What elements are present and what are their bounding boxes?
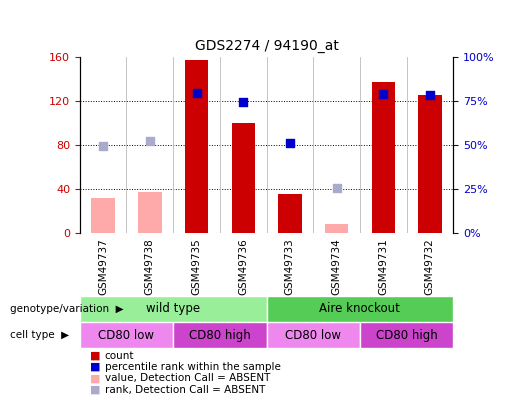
Text: GSM49736: GSM49736: [238, 238, 248, 295]
Text: rank, Detection Call = ABSENT: rank, Detection Call = ABSENT: [105, 385, 265, 394]
Text: Aire knockout: Aire knockout: [319, 302, 400, 315]
Text: GSM49731: GSM49731: [378, 238, 388, 295]
Bar: [418, 95, 441, 233]
Text: percentile rank within the sample: percentile rank within the sample: [105, 362, 281, 372]
Text: GSM49735: GSM49735: [192, 238, 201, 295]
Bar: [267, 322, 360, 348]
Bar: [232, 123, 255, 233]
Bar: [325, 224, 348, 233]
Text: ■: ■: [90, 373, 100, 383]
Text: CD80 low: CD80 low: [98, 328, 154, 342]
Bar: [80, 322, 173, 348]
Point: [426, 92, 434, 98]
Text: count: count: [105, 351, 134, 360]
Text: CD80 high: CD80 high: [189, 328, 251, 342]
Text: ■: ■: [90, 385, 100, 394]
Text: GSM49733: GSM49733: [285, 238, 295, 295]
Point: [99, 143, 107, 149]
Text: GSM49737: GSM49737: [98, 238, 108, 295]
Bar: [92, 198, 115, 233]
Text: value, Detection Call = ABSENT: value, Detection Call = ABSENT: [105, 373, 270, 383]
Point: [193, 90, 201, 96]
Bar: [173, 322, 267, 348]
Bar: [360, 322, 453, 348]
Text: CD80 high: CD80 high: [375, 328, 437, 342]
Text: genotype/variation  ▶: genotype/variation ▶: [10, 304, 124, 314]
Title: GDS2274 / 94190_at: GDS2274 / 94190_at: [195, 39, 338, 53]
Point: [332, 185, 340, 191]
Bar: [278, 194, 301, 233]
Text: GSM49734: GSM49734: [332, 238, 341, 295]
Bar: [185, 60, 208, 233]
Text: ■: ■: [90, 362, 100, 372]
Point: [239, 98, 247, 105]
Point: [146, 138, 154, 145]
Point: [379, 91, 387, 97]
Bar: [138, 192, 162, 233]
Bar: [267, 296, 453, 322]
Text: wild type: wild type: [146, 302, 200, 315]
Text: ■: ■: [90, 351, 100, 360]
Text: cell type  ▶: cell type ▶: [10, 330, 70, 340]
Text: GSM49738: GSM49738: [145, 238, 155, 295]
Text: CD80 low: CD80 low: [285, 328, 341, 342]
Point: [286, 139, 294, 146]
Bar: [371, 82, 395, 233]
Bar: [80, 296, 267, 322]
Text: GSM49732: GSM49732: [425, 238, 435, 295]
